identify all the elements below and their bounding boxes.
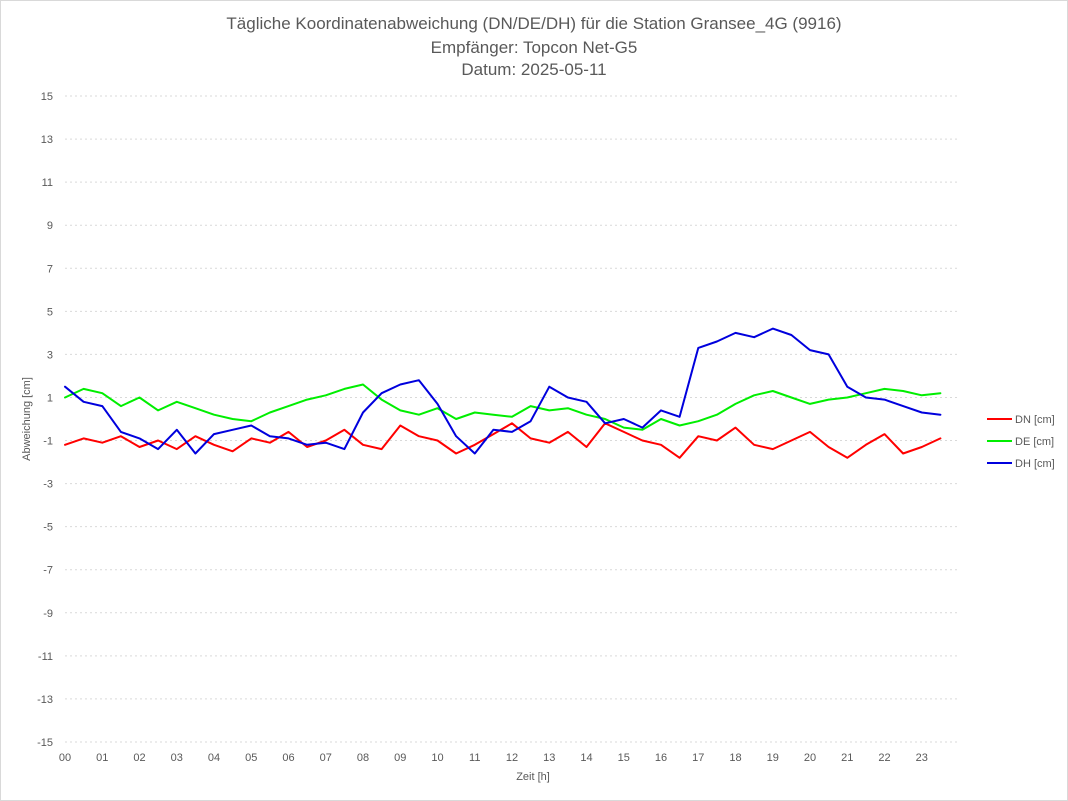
x-tick-label: 14 bbox=[580, 752, 592, 764]
x-tick-label: 04 bbox=[208, 752, 220, 764]
y-tick-labels: 15 13 11 9 7 5 3 1 -1 -3 -5 -7 -9 -11 -13 -15 bbox=[37, 91, 53, 749]
x-tick-label: 19 bbox=[767, 752, 779, 764]
x-tick-label: 23 bbox=[916, 752, 928, 764]
x-tick-label: 13 bbox=[543, 752, 555, 764]
x-tick-label: 18 bbox=[729, 752, 741, 764]
legend-label: DH [cm] bbox=[1015, 458, 1055, 470]
series-line-dn bbox=[64, 422, 942, 459]
x-tick-label: 11 bbox=[469, 752, 480, 764]
x-tick-label: 08 bbox=[357, 752, 369, 764]
x-tick-label: 01 bbox=[96, 752, 108, 764]
y-tick-label: 5 bbox=[47, 306, 53, 318]
y-tick-label: -3 bbox=[43, 479, 53, 491]
x-tick-label: 12 bbox=[506, 752, 518, 764]
gridlines bbox=[65, 95, 959, 743]
x-tick-label: 03 bbox=[171, 752, 183, 764]
x-tick-label: 16 bbox=[655, 752, 667, 764]
y-tick-label: -9 bbox=[43, 608, 53, 620]
x-tick-label: 15 bbox=[618, 752, 630, 764]
y-tick-label: -11 bbox=[38, 651, 53, 663]
x-tick-label: 09 bbox=[394, 752, 406, 764]
x-tick-label: 10 bbox=[431, 752, 443, 764]
y-tick-label: 13 bbox=[41, 134, 53, 146]
y-axis-title: Abweichung [cm] bbox=[21, 377, 33, 461]
title-line-1: Tägliche Koordinatenabweichung (DN/DE/DH… bbox=[226, 14, 841, 33]
y-tick-label: 7 bbox=[47, 263, 53, 275]
x-tick-label: 07 bbox=[320, 752, 332, 764]
y-tick-label: 15 bbox=[41, 91, 53, 103]
y-tick-label: -5 bbox=[43, 522, 53, 534]
legend-label: DE [cm] bbox=[1015, 436, 1054, 448]
y-tick-label: 9 bbox=[47, 220, 53, 232]
x-tick-label: 06 bbox=[282, 752, 294, 764]
y-tick-label: 3 bbox=[47, 349, 53, 361]
x-axis-title: Zeit [h] bbox=[516, 771, 550, 783]
y-tick-label: -1 bbox=[43, 436, 53, 448]
x-tick-label: 20 bbox=[804, 752, 816, 764]
chart-title: Tägliche Koordinatenabweichung (DN/DE/DH… bbox=[226, 14, 841, 79]
series-lines bbox=[64, 327, 942, 459]
y-tick-label: -13 bbox=[37, 694, 53, 706]
x-tick-label: 21 bbox=[841, 752, 853, 764]
x-tick-label: 17 bbox=[692, 752, 704, 764]
x-tick-label: 22 bbox=[878, 752, 890, 764]
x-tick-label: 05 bbox=[245, 752, 257, 764]
x-tick-label: 02 bbox=[133, 752, 145, 764]
x-tick-labels: 00 01 02 03 04 05 06 07 08 09 10 11 12 13 14 15 16 17 18 19… bbox=[59, 752, 928, 764]
series-line-dh bbox=[64, 327, 942, 455]
series-line-de bbox=[64, 383, 942, 431]
x-tick-label: 00 bbox=[59, 752, 71, 764]
y-tick-label: 1 bbox=[47, 392, 53, 404]
y-tick-label: -15 bbox=[37, 737, 53, 749]
legend: DN [cm] DE [cm] DH [cm] bbox=[987, 414, 1055, 470]
y-tick-label: -7 bbox=[43, 565, 53, 577]
y-tick-label: 11 bbox=[42, 177, 53, 189]
title-line-2: Empfänger: Topcon Net-G5 bbox=[431, 38, 638, 57]
legend-label: DN [cm] bbox=[1015, 414, 1055, 426]
title-line-3: Datum: 2025-05-11 bbox=[461, 60, 606, 79]
